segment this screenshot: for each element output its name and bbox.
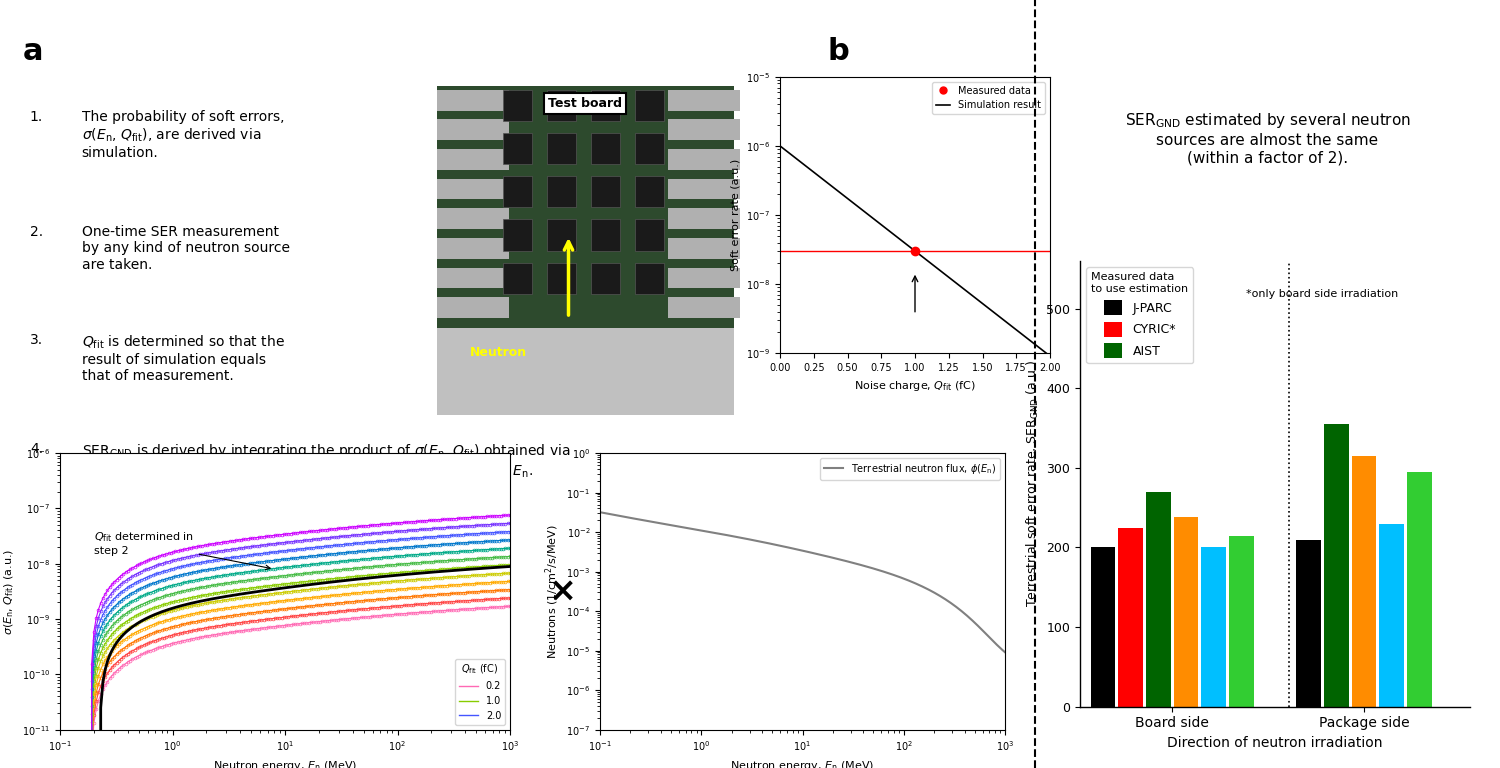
Text: 1.: 1.: [30, 110, 44, 124]
Bar: [1378, 524, 1404, 707]
Legend: J-PARC, CYRIC*, AIST: J-PARC, CYRIC*, AIST: [1086, 267, 1194, 363]
Bar: [546, 220, 576, 250]
Bar: [1352, 456, 1377, 707]
Bar: [591, 133, 620, 164]
Bar: [436, 297, 508, 318]
Bar: [1202, 548, 1225, 707]
Text: b: b: [827, 38, 849, 67]
Bar: [546, 177, 576, 207]
X-axis label: Noise charge, $Q_\mathrm{fit}$ (fC): Noise charge, $Q_\mathrm{fit}$ (fC): [853, 379, 976, 392]
Bar: [668, 208, 740, 229]
X-axis label: Neutron energy, $E_\mathrm{n}$ (MeV): Neutron energy, $E_\mathrm{n}$ (MeV): [730, 759, 874, 768]
Text: a: a: [22, 38, 44, 67]
Text: SER$_\mathrm{GND}$ estimated by several neutron
sources are almost the same
(wit: SER$_\mathrm{GND}$ estimated by several …: [1125, 111, 1410, 165]
Text: 3.: 3.: [30, 333, 44, 347]
Bar: [436, 238, 508, 259]
Y-axis label: Soft error rate (a.u.): Soft error rate (a.u.): [730, 159, 741, 271]
Bar: [1324, 424, 1348, 707]
Bar: [591, 90, 620, 121]
Bar: [634, 263, 664, 294]
Bar: [591, 177, 620, 207]
Bar: [668, 297, 740, 318]
Bar: [668, 120, 740, 141]
Text: 4.: 4.: [30, 442, 44, 455]
Bar: [1119, 528, 1143, 707]
Text: Test board: Test board: [548, 97, 622, 110]
Bar: [436, 179, 508, 200]
Y-axis label: Neutrons (1/cm$^2$/s/MeV): Neutrons (1/cm$^2$/s/MeV): [543, 524, 561, 659]
Bar: [436, 329, 734, 415]
Legend: 0.2, 1.0, 2.0: 0.2, 1.0, 2.0: [454, 659, 506, 725]
Bar: [634, 220, 664, 250]
Text: 2.: 2.: [30, 225, 44, 239]
X-axis label: Direction of neutron irradiation: Direction of neutron irradiation: [1167, 736, 1383, 750]
Text: $Q_\mathrm{fit}$ is determined so that the
result of simulation equals
that of m: $Q_\mathrm{fit}$ is determined so that t…: [82, 333, 285, 383]
Y-axis label: Probability of soft errors,
$\sigma$($E_\mathrm{n}$, $Q_\mathrm{fit}$) (a.u.): Probability of soft errors, $\sigma$($E_…: [0, 523, 16, 660]
Bar: [436, 120, 508, 141]
Bar: [436, 90, 508, 111]
Text: One-time SER measurement
by any kind of neutron source
are taken.: One-time SER measurement by any kind of …: [82, 225, 290, 272]
Bar: [546, 133, 576, 164]
Bar: [503, 263, 532, 294]
Bar: [503, 177, 532, 207]
Text: ×: ×: [549, 575, 576, 607]
Bar: [1090, 548, 1116, 707]
Bar: [546, 90, 576, 121]
Bar: [1407, 472, 1431, 707]
Text: The probability of soft errors,
$\sigma$($E$$_\mathrm{n}$, $Q_\mathrm{fit}$), ar: The probability of soft errors, $\sigma$…: [82, 110, 285, 160]
Bar: [436, 267, 508, 288]
Bar: [668, 149, 740, 170]
Text: $Q_\mathrm{fit}$ determined in
step 2: $Q_\mathrm{fit}$ determined in step 2: [94, 531, 270, 570]
Bar: [1296, 540, 1322, 707]
Text: Neutron: Neutron: [470, 346, 526, 359]
Bar: [503, 133, 532, 164]
Bar: [634, 133, 664, 164]
Bar: [668, 90, 740, 111]
Bar: [503, 220, 532, 250]
Bar: [668, 267, 740, 288]
X-axis label: Neutron energy, $E_\mathrm{n}$ (MeV): Neutron energy, $E_\mathrm{n}$ (MeV): [213, 759, 357, 768]
Legend: Measured data, Simulation result: Measured data, Simulation result: [932, 81, 1046, 114]
Bar: [436, 208, 508, 229]
Bar: [591, 263, 620, 294]
Bar: [436, 149, 508, 170]
Bar: [1228, 535, 1254, 707]
Bar: [591, 220, 620, 250]
Bar: [668, 238, 740, 259]
Bar: [503, 90, 532, 121]
Bar: [1146, 492, 1172, 707]
Bar: [546, 263, 576, 294]
Legend: Terrestrial neutron flux, $\phi$($E_\mathrm{n}$): Terrestrial neutron flux, $\phi$($E_\mat…: [821, 458, 1001, 480]
Text: SER$_\mathrm{GND}$ is derived by integrating the product of $\sigma$($E_\mathrm{: SER$_\mathrm{GND}$ is derived by integra…: [82, 442, 570, 480]
Bar: [668, 179, 740, 200]
Text: *only board side irradiation: *only board side irradiation: [1245, 289, 1398, 299]
Y-axis label: Terrestrial soft error rate, SER$_\mathrm{GND}$ (a.u.): Terrestrial soft error rate, SER$_\mathr…: [1024, 360, 1041, 607]
Bar: [1173, 518, 1198, 707]
Bar: [436, 87, 734, 329]
Bar: [634, 90, 664, 121]
Bar: [634, 177, 664, 207]
